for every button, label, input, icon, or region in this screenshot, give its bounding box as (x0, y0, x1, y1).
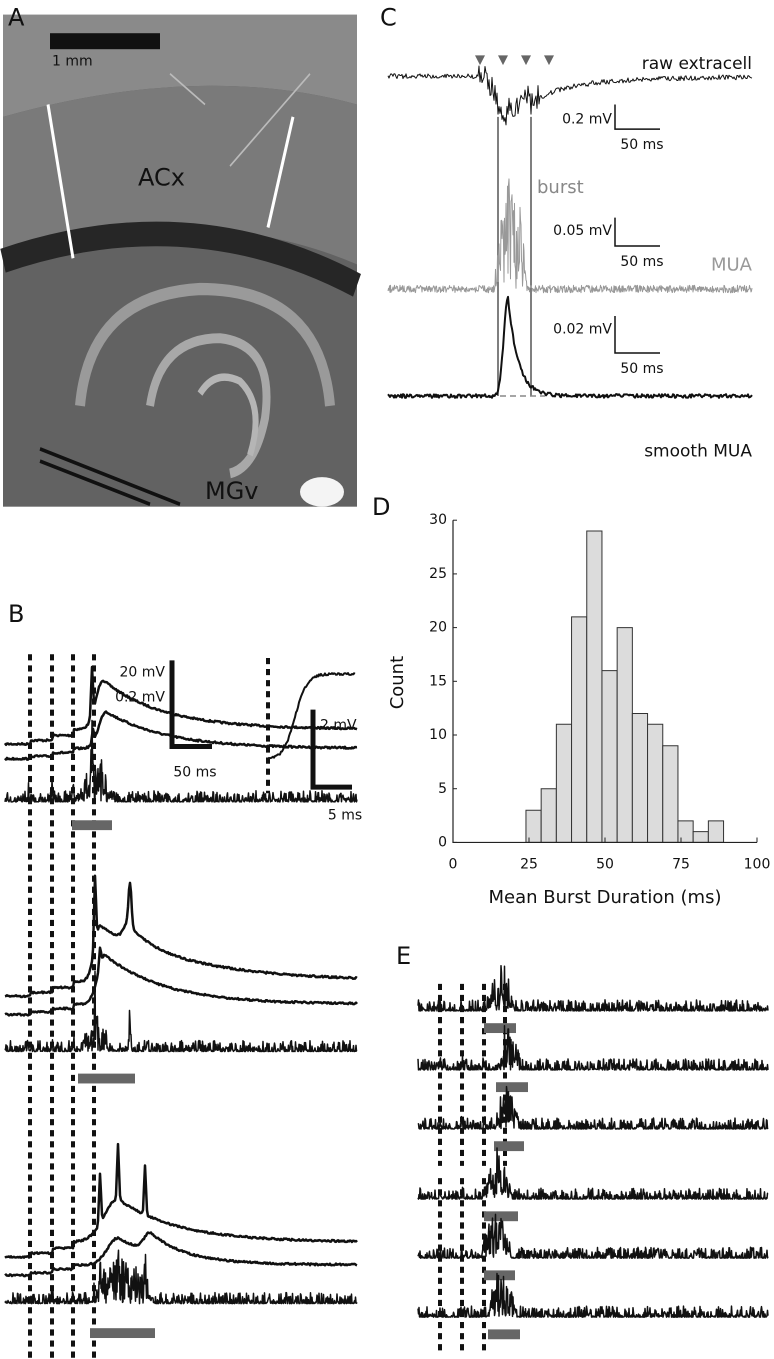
burst-bar (72, 820, 112, 831)
label: 0.02 mV (553, 322, 612, 338)
trace (5, 948, 357, 1016)
label: ACx (138, 163, 185, 191)
x-axis-label: Mean Burst Duration (ms) (489, 887, 722, 908)
label: 0.2 mV (115, 689, 165, 705)
figure-graphics (0, 14, 768, 1359)
y-tick-label: 10 (429, 727, 447, 743)
scale-bar (615, 105, 660, 130)
mua-trace (5, 721, 357, 802)
x-tick-label: 50 (596, 857, 614, 873)
label: 50 ms (620, 361, 663, 377)
scale-bar (50, 33, 160, 50)
trace (5, 1233, 357, 1277)
bar (708, 821, 723, 842)
burst-bar (494, 1141, 524, 1152)
trace (388, 179, 752, 293)
hippocampus (75, 282, 335, 407)
label: 0.2 mV (562, 111, 612, 127)
burst-bar (496, 1082, 528, 1093)
y-tick-label: 0 (438, 834, 447, 850)
burst-bar (484, 1211, 518, 1222)
electrode (39, 459, 151, 506)
label: D (372, 493, 390, 521)
electrode (229, 73, 311, 167)
burst-bar (488, 1329, 520, 1340)
mua-trace (418, 1148, 768, 1199)
boundary-line (266, 116, 295, 229)
y-tick-label: 30 (429, 512, 447, 528)
scale-bar (313, 710, 352, 787)
bar (602, 671, 617, 843)
electrode (169, 73, 206, 106)
mua-trace (418, 1026, 768, 1070)
label: E (396, 942, 411, 970)
x-tick-label: 75 (672, 857, 690, 873)
stimulus-marker (475, 55, 554, 66)
label: smooth MUA (644, 441, 752, 461)
bar (526, 810, 541, 842)
bar (693, 832, 708, 843)
label: burst (537, 177, 584, 198)
label: 50 ms (620, 254, 663, 270)
trace (5, 712, 357, 760)
label: 2 mV (320, 718, 357, 734)
mua-trace (418, 1273, 768, 1317)
hippocampus (197, 373, 259, 457)
label: raw extracell (642, 54, 752, 74)
label: 50 ms (620, 137, 663, 153)
label: 5 ms (328, 807, 362, 823)
scale-bar (615, 218, 660, 246)
scale-bar (615, 316, 660, 353)
x-tick-label: 25 (520, 857, 538, 873)
mua-trace (418, 1087, 768, 1129)
trace (388, 297, 752, 398)
bar (541, 789, 556, 843)
label: B (8, 600, 24, 628)
y-tick-label: 5 (438, 781, 447, 797)
label: 1 mm (52, 53, 93, 69)
burst-bar (78, 1073, 135, 1084)
y-tick-label: 25 (429, 566, 447, 582)
y-axis-label: Count (387, 656, 408, 709)
mua-trace (5, 971, 357, 1051)
bar (556, 724, 571, 842)
trace (5, 667, 357, 745)
bar (663, 746, 678, 843)
bar (632, 714, 647, 843)
bar (587, 531, 602, 842)
trace (5, 876, 357, 997)
trace (5, 1144, 357, 1258)
bar (648, 724, 663, 842)
bright-spot (300, 477, 344, 507)
electrode (39, 447, 181, 506)
label: 0.05 mV (553, 223, 612, 239)
label: C (380, 3, 397, 31)
white-matter (0, 221, 361, 297)
bar (678, 821, 693, 842)
label: MUA (711, 255, 753, 276)
scale-bar (172, 660, 212, 746)
trace (388, 66, 752, 125)
mua-trace (5, 1250, 357, 1303)
x-tick-label: 100 (744, 857, 771, 873)
y-tick-label: 15 (429, 673, 447, 689)
label: MGv (205, 477, 259, 505)
burst-bar (484, 1023, 516, 1034)
bar (572, 617, 587, 843)
mua-trace (418, 966, 768, 1011)
y-tick-label: 20 (429, 620, 447, 636)
burst-bar (484, 1270, 515, 1281)
label: 20 mV (120, 665, 166, 681)
mua-trace (418, 1214, 768, 1258)
boundary-line (46, 104, 75, 259)
trace (268, 673, 355, 760)
label: A (8, 3, 25, 31)
bar (617, 628, 632, 843)
x-tick-label: 0 (449, 857, 458, 873)
burst-bar (90, 1328, 155, 1339)
label: 50 ms (173, 764, 216, 780)
